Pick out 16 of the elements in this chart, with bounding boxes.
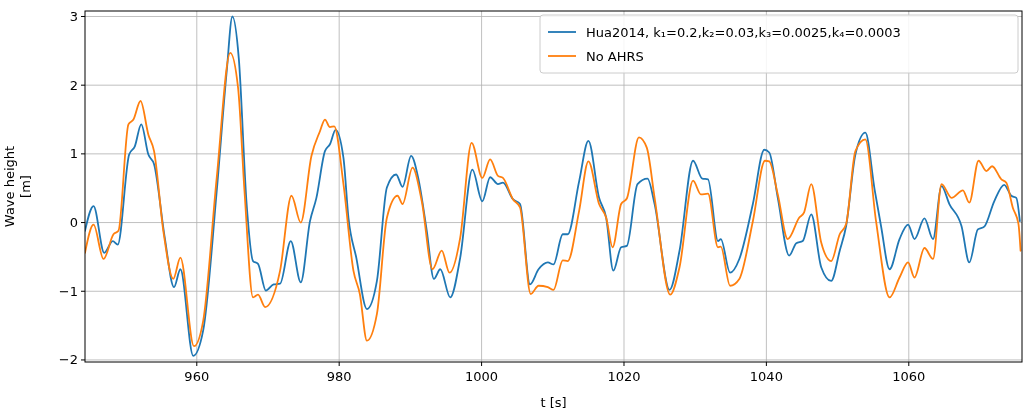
y-tick-label: 1 bbox=[69, 146, 78, 162]
y-tick-label: −2 bbox=[58, 352, 78, 368]
y-tick-label: 3 bbox=[69, 9, 78, 25]
x-tick-label: 1040 bbox=[749, 369, 783, 384]
x-tick-label: 1060 bbox=[892, 369, 926, 384]
y-tick-label: 0 bbox=[69, 215, 78, 231]
x-tick-label: 1000 bbox=[465, 369, 499, 384]
legend-label: Hua2014, k₁=0.2,k₂=0.03,k₃=0.0025,k₄=0.0003 bbox=[586, 24, 901, 40]
y-axis-title: Wave height [m] bbox=[2, 145, 33, 228]
x-axis-title: t [s] bbox=[540, 395, 567, 410]
x-tick-label: 980 bbox=[326, 369, 352, 384]
y-tick-label: −1 bbox=[58, 283, 78, 299]
legend-label: No AHRS bbox=[586, 48, 644, 64]
y-tick-label: 2 bbox=[69, 77, 78, 93]
x-tick-label: 960 bbox=[184, 369, 210, 384]
x-tick-label: 1020 bbox=[607, 369, 641, 384]
